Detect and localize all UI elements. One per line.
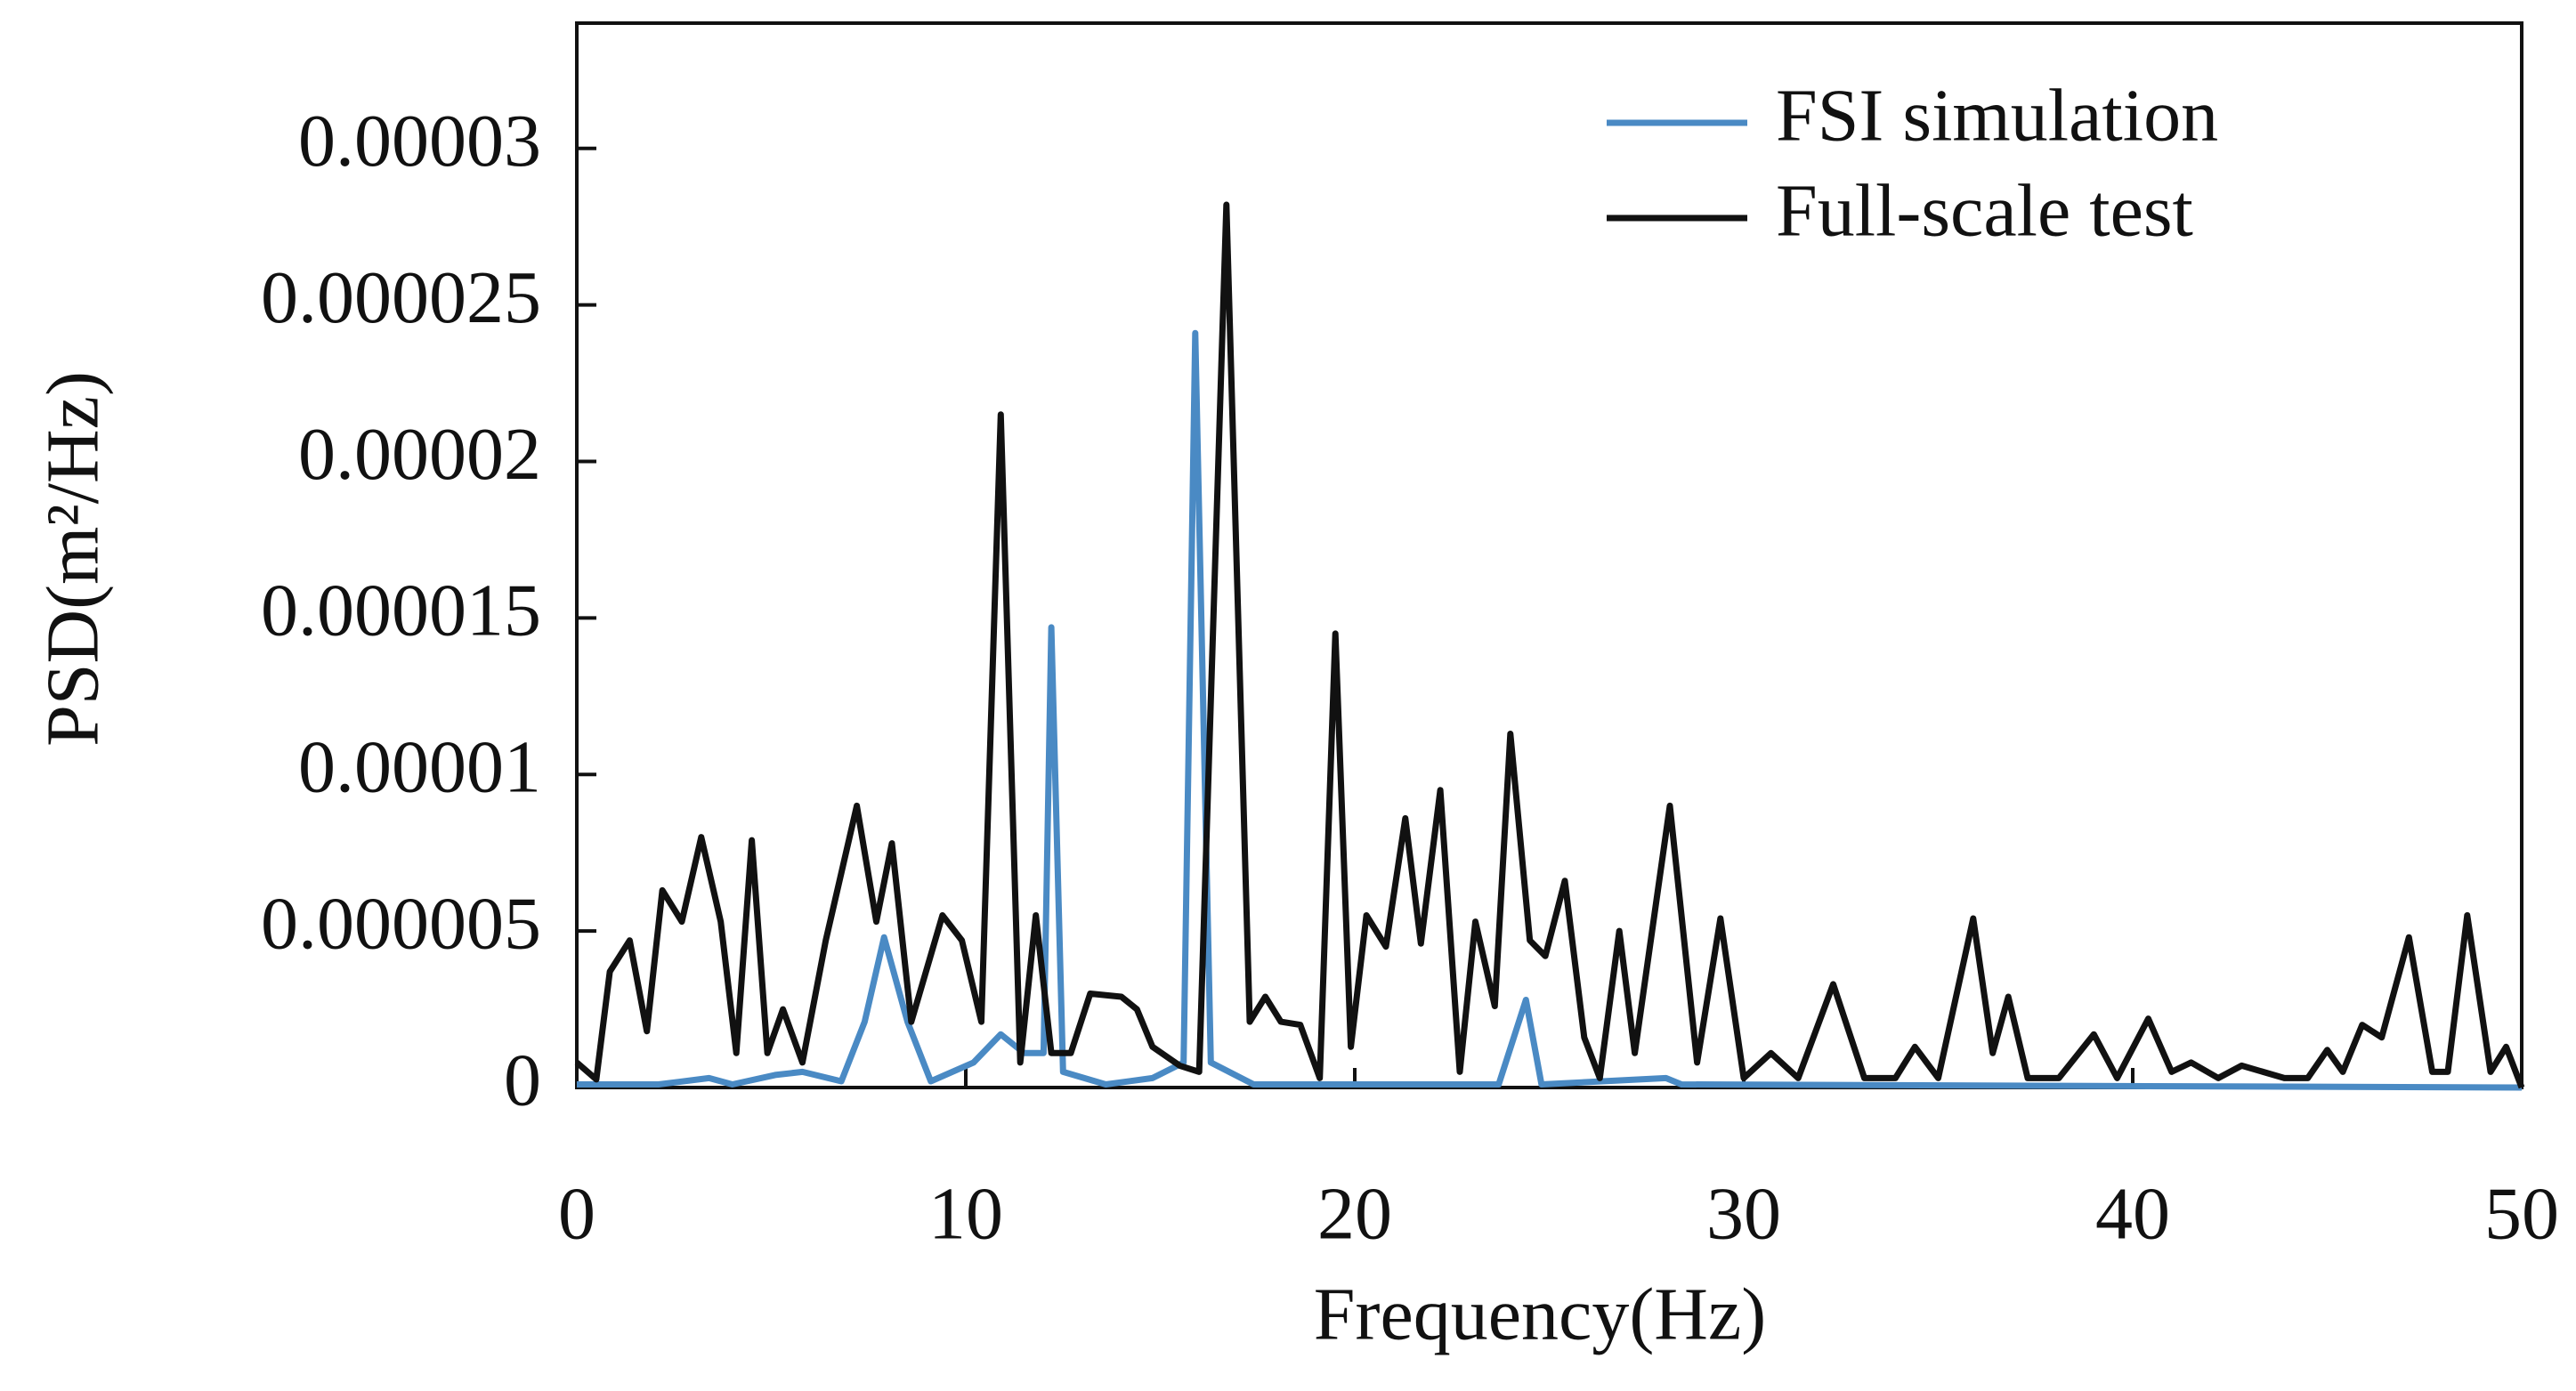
- legend-label: FSI simulation: [1776, 74, 2218, 157]
- legend-label: Full-scale test: [1776, 169, 2193, 252]
- x-tick-label: 50: [2484, 1172, 2559, 1255]
- x-tick-label: 40: [2095, 1172, 2170, 1255]
- x-tick-label: 10: [928, 1172, 1003, 1255]
- series-line: [577, 329, 2523, 1091]
- y-tick-label: 0.000025: [261, 256, 541, 339]
- x-tick-label: 0: [558, 1172, 595, 1255]
- y-tick-label: 0.000015: [261, 570, 541, 652]
- x-tick-label: 30: [1706, 1172, 1781, 1255]
- y-tick-label: 0.00002: [298, 413, 541, 496]
- plot-frame: [575, 21, 2523, 1089]
- y-tick-label: 0.000005: [261, 882, 541, 965]
- y-axis-label: PSD(m²/Hz): [31, 371, 114, 747]
- series-line: [574, 201, 2525, 1089]
- y-tick-label: 0.00001: [298, 726, 541, 809]
- y-tick-label: 0: [504, 1039, 541, 1121]
- x-axis-label: Frequency(Hz): [1314, 1273, 1766, 1355]
- x-tick-label: 20: [1317, 1172, 1392, 1255]
- y-tick-label: 0.00003: [298, 100, 541, 182]
